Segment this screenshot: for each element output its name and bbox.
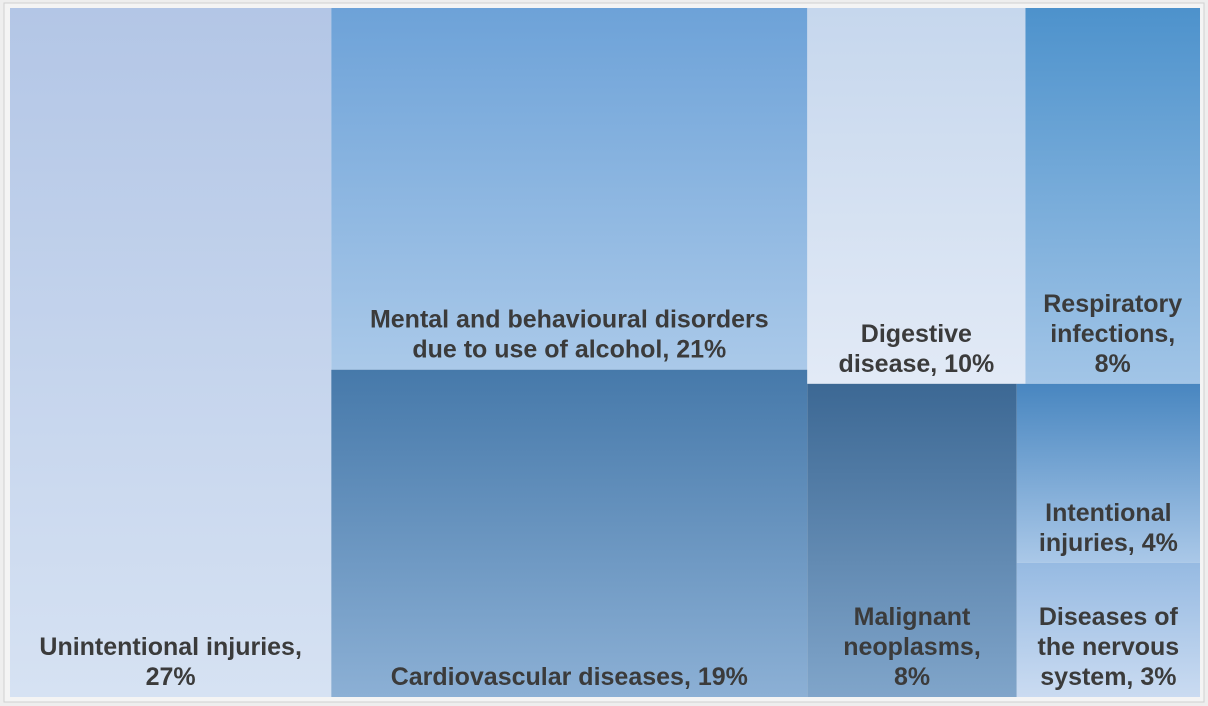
cell-label-line: Intentional xyxy=(1045,499,1171,527)
treemap-cell xyxy=(331,369,808,697)
treemap-cell xyxy=(1025,8,1200,384)
cell-label: Diseases of the nervous system, 3% xyxy=(1038,603,1180,691)
cell-label-line: Cardiovascular diseases, 19% xyxy=(391,663,748,691)
cell-label-line: Digestive xyxy=(861,320,972,348)
cell-label-line: Malignant xyxy=(854,603,971,631)
cell-label-line: neoplasms, xyxy=(843,633,981,661)
cell-label: Respiratory infections, 8% xyxy=(1043,290,1182,378)
cell-label-line: Unintentional injuries, xyxy=(39,633,302,661)
cell-label: Intentional injuries, 4% xyxy=(1039,499,1178,557)
cell-label-line: the nervous xyxy=(1038,633,1180,661)
cell-label-line: Respiratory xyxy=(1043,290,1182,318)
cell-label-line: due to use of alcohol, 21% xyxy=(412,336,726,364)
cell-label: Malignant neoplasms, 8% xyxy=(843,603,981,691)
cell-label-line: system, 3% xyxy=(1040,663,1176,691)
treemap-cell xyxy=(1016,562,1200,697)
treemap-cell xyxy=(10,8,332,697)
cell-label-line: disease, 10% xyxy=(839,350,995,378)
cell-label-line: Mental and behavioural disorders xyxy=(370,306,769,334)
cell-label: Unintentional injuries, 27% xyxy=(39,633,302,691)
cell-label-line: 27% xyxy=(146,663,196,691)
cell-label: Digestive disease, 10% xyxy=(839,320,995,378)
cell-label: Mental and behavioural disorders due to u… xyxy=(370,306,769,364)
cell-label-line: injuries, 4% xyxy=(1039,529,1178,557)
cell-label-line: Diseases of xyxy=(1039,603,1179,631)
cell-label-line: 8% xyxy=(894,663,930,691)
cell-label-line: infections, xyxy=(1050,320,1175,348)
treemap-cell xyxy=(807,383,1017,697)
treemap-cell xyxy=(331,8,808,370)
treemap-cell xyxy=(807,8,1026,384)
treemap-cell xyxy=(1016,383,1200,563)
cell-label: Cardiovascular diseases, 19% xyxy=(391,663,748,691)
cell-label-line: 8% xyxy=(1095,350,1131,378)
